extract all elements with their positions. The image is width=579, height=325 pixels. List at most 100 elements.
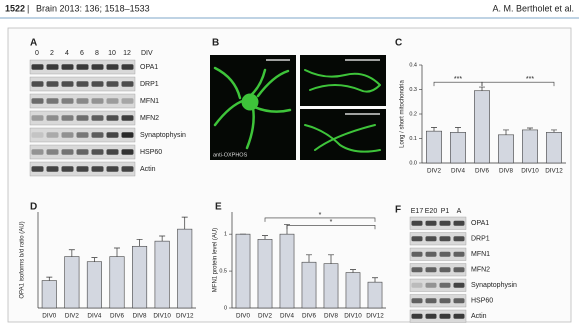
blot-band [411, 236, 423, 242]
error-bar [306, 254, 312, 263]
page-number: 1522 [5, 3, 25, 13]
blot-band [106, 166, 119, 172]
blot-band [439, 251, 451, 257]
blot-band [61, 98, 74, 104]
bar [86, 261, 102, 309]
bar [474, 90, 490, 164]
blot-band [91, 166, 104, 172]
blot-band [91, 64, 104, 70]
blot-band [121, 64, 134, 70]
y-tick-label: 0.3 [409, 87, 417, 93]
panel-label: C [395, 38, 402, 49]
x-tick-label: DIV0 [42, 313, 56, 320]
blot-band [411, 251, 423, 257]
bar [132, 245, 148, 309]
blot-band [425, 236, 437, 242]
error-bar [551, 129, 557, 133]
significance-label: *** [526, 76, 534, 83]
bar [177, 228, 193, 309]
protein-label: Actin [140, 166, 156, 173]
blot-band [31, 166, 44, 172]
bar [323, 263, 339, 309]
panel-label: B [212, 38, 219, 49]
blot-band [31, 132, 44, 138]
blot-band [425, 267, 437, 273]
blot-band [425, 282, 437, 288]
y-tick-label: 0.4 [409, 62, 417, 68]
x-tick-label: DIV10 [344, 313, 362, 320]
blot-band [453, 267, 465, 273]
bar [522, 129, 538, 164]
blot-band [91, 132, 104, 138]
blot-strip [409, 247, 467, 261]
blot-band [61, 132, 74, 138]
blot-band [411, 298, 423, 304]
y-tick-label: 1 [224, 232, 227, 238]
bar [426, 130, 442, 164]
x-tick-label: DIV10 [153, 313, 171, 320]
blot-band [31, 64, 44, 70]
day-label: 0 [35, 50, 39, 57]
blot-band [76, 166, 89, 172]
y-axis-label: MFN1 protein level (AU) [213, 228, 219, 292]
x-tick-label: DIV4 [451, 168, 465, 175]
x-tick-label: DIV0 [236, 313, 250, 320]
stain-label: anti-OXPHOS [213, 152, 248, 158]
significance-bracket [264, 217, 376, 222]
error-bar [479, 86, 485, 91]
error-bar [431, 127, 437, 132]
journal: Brain 2013: 136; 1518–1533 [36, 3, 150, 13]
blot-band [46, 98, 59, 104]
blot-band [61, 149, 74, 155]
blot-band [411, 282, 423, 288]
bar [279, 233, 295, 309]
bar [450, 132, 466, 164]
blot-band [453, 298, 465, 304]
protein-label: OPA1 [471, 220, 489, 227]
blot-strip [409, 278, 467, 292]
blot-band [91, 81, 104, 87]
blot-band [425, 298, 437, 304]
blot-band [425, 313, 437, 319]
error-bar [114, 247, 120, 257]
day-label: 4 [65, 50, 69, 57]
significance-label: * [319, 212, 322, 219]
y-tick-label: 0.1 [409, 136, 417, 142]
blot-strip [29, 93, 136, 109]
blot-band [106, 132, 119, 138]
x-tick-label: DIV6 [475, 168, 489, 175]
x-tick-label: DIV8 [133, 313, 147, 320]
error-bar [455, 127, 461, 133]
x-tick-label: DIV4 [280, 313, 294, 320]
y-axis-label: OPA1 isoforms b/d ratio (AU) [20, 221, 26, 298]
x-tick-label: DIV10 [521, 168, 539, 175]
stage-label: A [457, 208, 462, 215]
blot-band [61, 81, 74, 87]
micrograph-zoom [300, 55, 386, 106]
blot-band [91, 149, 104, 155]
blot-band [411, 313, 423, 319]
blot-band [76, 149, 89, 155]
blot-strip [409, 309, 467, 323]
blot-band [61, 64, 74, 70]
blot-band [121, 98, 134, 104]
error-bar [136, 239, 143, 247]
scale-bars [266, 59, 380, 115]
separator: | [27, 3, 29, 13]
bar [546, 132, 562, 164]
y-tick-label: 0 [224, 305, 227, 311]
significance-bracket [286, 224, 376, 230]
blot-band [439, 298, 451, 304]
y-axis-label: Long / short mitochondria [400, 79, 406, 147]
blot-band [31, 81, 44, 87]
x-tick-label: DIV2 [427, 168, 441, 175]
y-tick-label: 0.2 [409, 111, 417, 117]
bar [498, 134, 514, 164]
protein-label: Actin [471, 313, 487, 320]
error-bar [328, 254, 334, 264]
protein-label: MFN2 [140, 115, 159, 122]
blot-band [453, 313, 465, 319]
stage-label: E17 [411, 208, 424, 215]
blot-band [31, 98, 44, 104]
